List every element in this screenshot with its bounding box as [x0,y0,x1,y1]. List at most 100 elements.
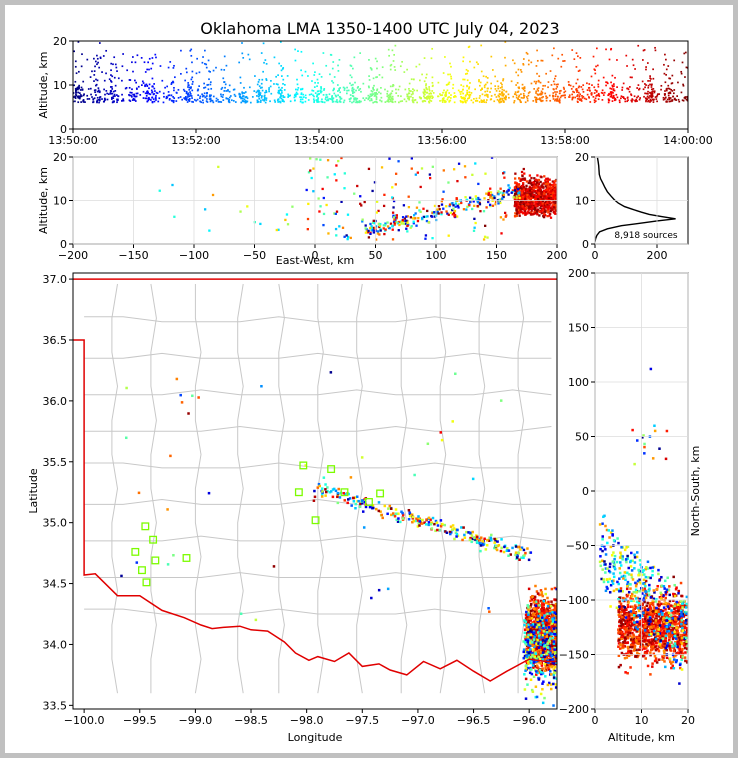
east-west-altitude-point [536,174,539,177]
time-altitude-point [671,74,674,77]
time-altitude-point [644,92,646,95]
east-west-altitude-point [548,178,551,181]
time-altitude-point [122,53,124,55]
time-altitude-point [244,101,247,104]
plan-view-point [531,664,535,667]
time-altitude-point [206,98,208,100]
time-altitude-point [280,69,283,72]
east-west-altitude-point [478,198,482,202]
time-altitude-point [432,96,434,99]
east-west-altitude-point [559,191,561,193]
time-altitude-point [316,101,318,103]
time-altitude-point [392,60,395,62]
time-altitude-point [503,89,505,92]
east-west-altitude-point [534,212,537,215]
time-altitude-point [460,90,463,93]
plan-view-point [553,671,557,675]
time-altitude-point [99,56,102,59]
time-altitude-point [227,97,229,100]
time-altitude-point [423,88,426,91]
time-altitude-point [535,101,538,104]
plan-view-point [488,536,491,539]
east-west-altitude-point [551,196,555,199]
plan-view-point [533,653,536,657]
east-west-altitude-point [426,209,429,213]
time-altitude-point [180,72,182,75]
time-altitude-point [421,100,424,103]
plan-view-point [546,633,549,636]
east-west-altitude-point [489,194,492,197]
time-altitude-point [483,86,486,89]
time-altitude-point [282,96,285,98]
time-altitude-point [77,70,80,73]
time-altitude-point [294,94,296,97]
plan-view-point [455,532,459,536]
east-west-altitude-point [540,185,543,188]
plan-view-point [529,609,533,613]
east-west-altitude-point [392,214,395,217]
time-altitude-point [528,91,531,93]
east-west-altitude-point [560,203,562,205]
time-altitude-point [568,96,571,98]
east-west-altitude-point [546,186,550,189]
time-altitude-point [351,86,354,89]
plan-view-point [554,683,557,686]
time-altitude-point [362,97,365,100]
time-altitude-point [329,73,331,76]
time-altitude-point [121,99,124,102]
east-west-altitude-point [539,180,542,184]
time-altitude-point [558,100,561,103]
east-west-altitude-point [550,194,553,198]
time-altitude-point [651,91,653,93]
time-altitude-point [419,97,422,100]
east-west-altitude-point [525,180,529,183]
time-altitude-point [320,75,323,78]
east-west-altitude-point [406,215,409,218]
east-west-altitude-point [559,212,561,214]
time-altitude-point [502,99,505,102]
time-altitude-point [256,83,259,86]
plan-view-point [304,464,307,467]
east-west-altitude-point [440,203,444,206]
time-altitude-point [390,97,393,100]
time-altitude-point [248,58,251,61]
time-altitude-point [522,97,524,99]
east-west-altitude-point [558,210,560,212]
time-altitude-point [207,59,210,62]
time-altitude-point [114,63,117,66]
time-altitude-point [265,99,268,101]
plan-view-point [397,517,400,520]
east-west-altitude-point [546,183,549,187]
east-west-altitude-point [515,212,519,216]
time-altitude-point [655,95,658,98]
east-west-altitude-point [433,211,436,214]
plan-view-point [494,538,498,541]
time-altitude-point [261,89,264,92]
time-altitude-point [652,77,655,80]
time-altitude-point [324,98,327,100]
east-west-altitude-point [527,203,530,206]
county-line [84,425,552,432]
east-west-altitude-point [523,194,527,197]
time-altitude-point [489,98,492,101]
east-west-altitude-point [542,192,546,196]
plan-view-point [525,631,529,635]
time-altitude-point [637,84,640,86]
time-altitude-point [98,91,101,94]
east-west-altitude-point [421,217,424,220]
east-west-altitude-point [522,167,525,171]
east-west-altitude-point [457,162,461,165]
east-west-altitude-point [534,189,538,193]
plan-view-point [544,592,547,596]
time-altitude-point [197,94,199,97]
time-altitude-point [626,97,629,99]
plan-view-point [535,695,539,699]
time-altitude-point [574,96,576,99]
plan-view-point [535,621,538,624]
plan-view-point [390,513,393,517]
time-altitude-point [682,84,685,87]
time-altitude-point [386,90,389,93]
time-altitude-point [611,84,614,87]
time-altitude-point [379,92,382,95]
lma-figure: Oklahoma LMA 1350-1400 UTC July 04, 2023… [27,19,713,744]
